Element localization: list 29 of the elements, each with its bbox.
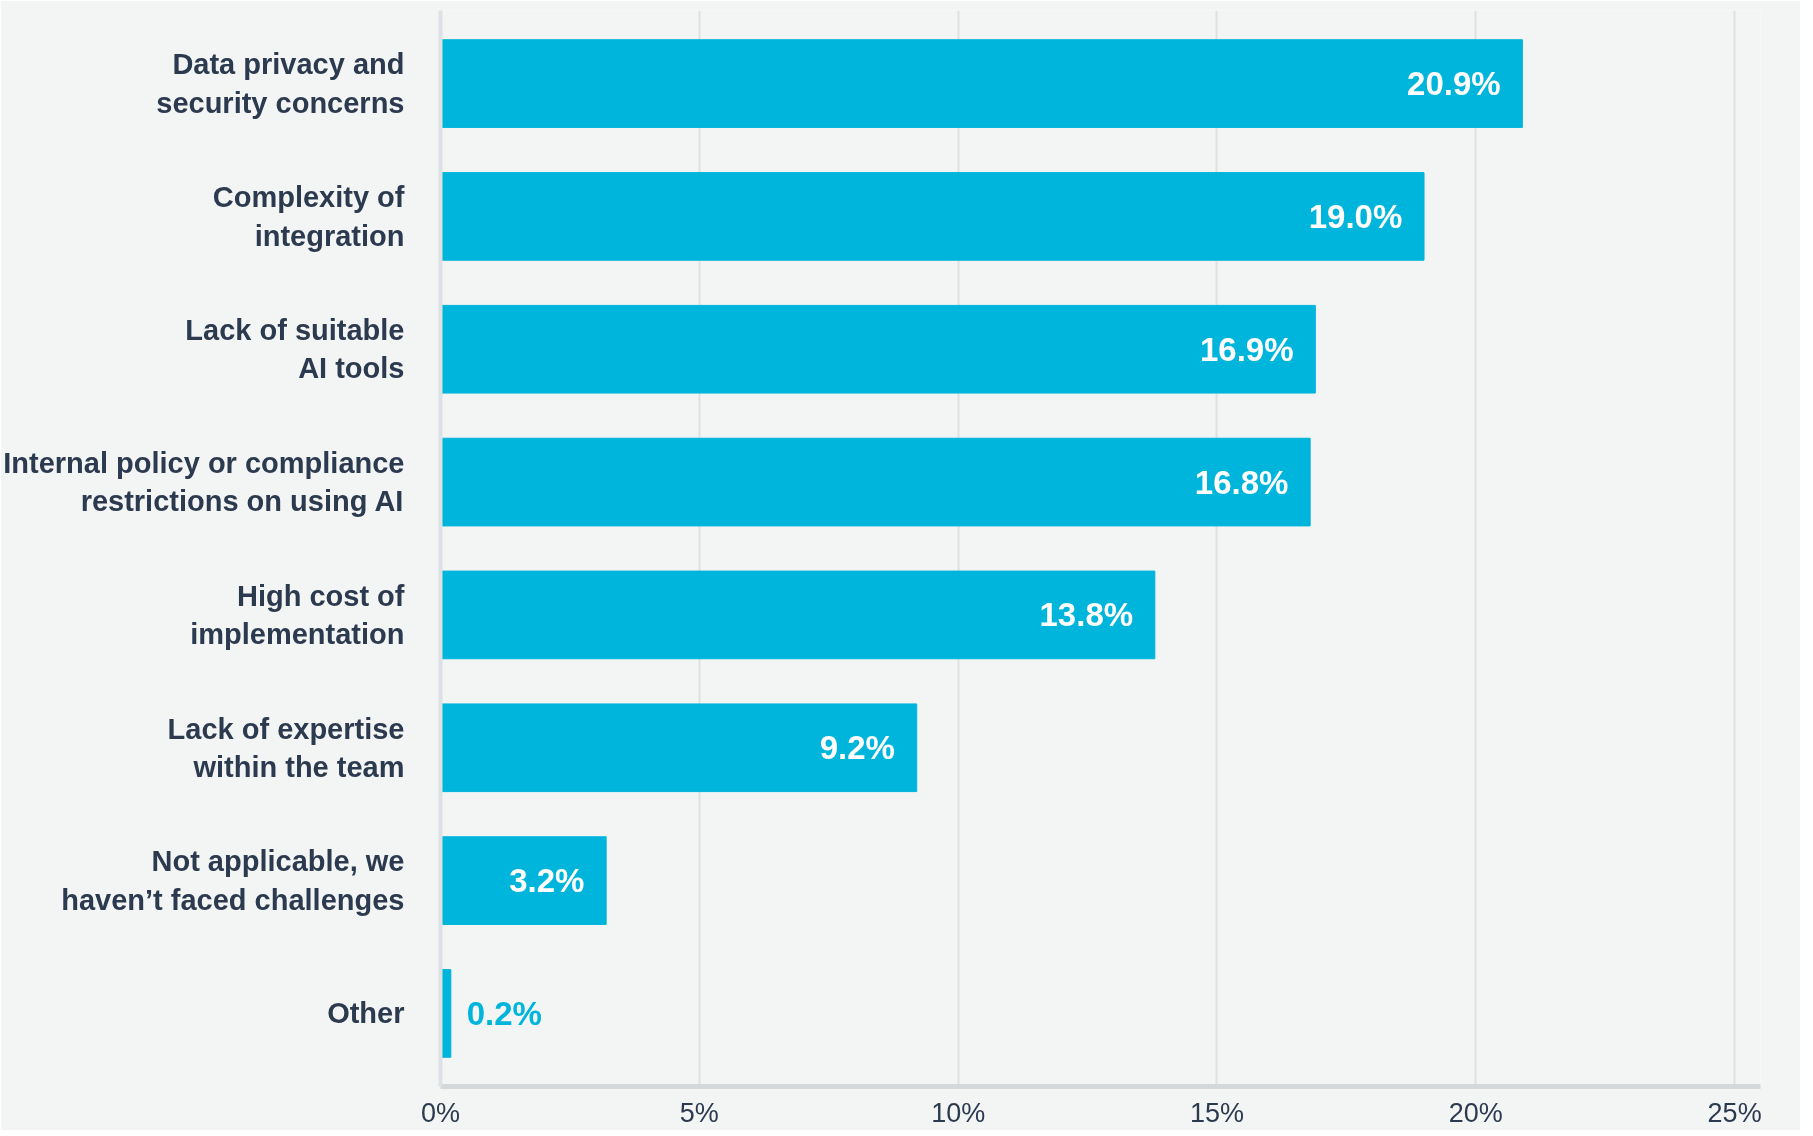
y-tick-label: High cost of implementation (190, 579, 405, 651)
bar (440, 172, 1425, 261)
bar (440, 836, 607, 925)
x-tick-label: 20% (1448, 1097, 1503, 1128)
y-tick-label: Data privacy and security concerns (156, 48, 405, 119)
data-label: 3.2% (509, 862, 585, 900)
data-label: 9.2% (819, 729, 895, 767)
x-tick-label: 15% (1189, 1097, 1244, 1128)
data-label: 20.9% (1407, 65, 1501, 103)
data-label: 13.8% (1039, 596, 1134, 634)
y-tick-label: Internal policy or compliance restrictions on using AI (3, 446, 405, 518)
y-tick-label: Lack of expertise within the team (167, 712, 405, 783)
bar (440, 437, 1311, 527)
data-label: 0.2% (466, 994, 542, 1032)
x-tick-label: 25% (1707, 1097, 1762, 1128)
y-tick-label: Complexity of integration (212, 181, 405, 252)
bar (440, 304, 1316, 394)
data-label: 19.0% (1308, 197, 1403, 235)
x-tick-label: 0% (420, 1097, 461, 1128)
bar (440, 39, 1523, 128)
y-tick-label: Other (327, 997, 405, 1030)
data-label: 16.9% (1199, 330, 1294, 368)
bar (440, 703, 918, 793)
x-tick-label: 5% (679, 1097, 719, 1128)
y-tick-label: Lack of suitable AI tools (185, 314, 405, 385)
bar (440, 570, 1156, 660)
y-tick-label: Not applicable, we haven’t faced challenges (61, 845, 405, 916)
x-tick-label: 10% (931, 1097, 986, 1128)
data-label: 16.8% (1194, 463, 1289, 501)
